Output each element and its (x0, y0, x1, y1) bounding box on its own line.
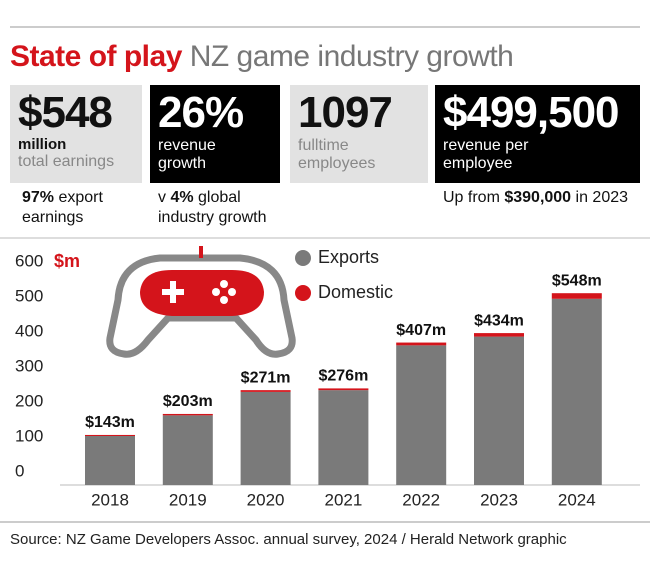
bar-segment (162, 413, 213, 416)
bar-segment (318, 390, 369, 485)
x-tick-label: 2024 (558, 490, 596, 509)
y-tick-label: 500 (15, 286, 43, 305)
bar-segment (240, 391, 291, 485)
bar-segment (240, 390, 291, 392)
bar-segment (396, 345, 447, 485)
x-tick-label: 2021 (324, 490, 362, 509)
stat-value: $548 (18, 88, 113, 137)
stat-panel: $499,500 revenue per employee (435, 85, 640, 183)
bar-segment (85, 436, 135, 485)
stat-panel: 1097 fulltime employees (290, 85, 428, 183)
bar-segment (318, 388, 369, 391)
total-label: $407m (396, 322, 446, 339)
bar-segment (551, 293, 602, 299)
y-tick-label: 400 (15, 321, 43, 340)
legend-label: Domestic (318, 282, 393, 302)
bar-segment (396, 342, 447, 346)
x-tick-label: 2023 (480, 490, 518, 509)
total-label: $271m (241, 369, 291, 386)
stat-value: $499,500 (443, 88, 620, 137)
title: State of play (10, 40, 182, 73)
note-text: global industry growth (158, 189, 267, 226)
stat-desc: fulltime employees (298, 137, 376, 172)
total-label: $548m (552, 272, 602, 289)
y-tick-label: 200 (15, 391, 43, 410)
gamepad-icon (106, 246, 296, 358)
x-tick-label: 2018 (91, 490, 129, 509)
bar-segment (85, 434, 135, 436)
bar-segment (474, 333, 524, 337)
x-tick-label: 2022 (402, 490, 440, 509)
subtitle: NZ game industry growth (189, 40, 514, 73)
total-label: $143m (85, 414, 135, 431)
source: Source: NZ Game Developers Assoc. annual… (10, 531, 567, 548)
bar-segment (474, 336, 524, 485)
stat-desc: revenue per employee (443, 137, 529, 172)
stat-value: 26% (158, 88, 244, 137)
stat-note: v 4% global industry growth (158, 188, 280, 228)
bar-segment (551, 298, 602, 485)
legend-swatch (295, 285, 311, 301)
stat-panel: 26% revenue growth (150, 85, 280, 183)
title-row: State of play NZ game industry growth (10, 40, 514, 74)
x-tick-label: 2020 (247, 490, 285, 509)
stat-note: Up from $390,000 in 2023 (443, 188, 640, 208)
note-text: 4% (170, 189, 194, 206)
y-tick-label: 100 (15, 426, 43, 445)
stat-value: 1097 (298, 88, 393, 137)
note-text: $390,000 (504, 189, 572, 206)
stat-note: 97% export earnings (22, 188, 132, 228)
y-tick-label: 0 (15, 461, 24, 480)
note-text: 97% (22, 189, 55, 206)
total-label: $276m (318, 368, 368, 385)
stat-panel: $548 million total earnings (10, 85, 142, 183)
note-text: in 2023 (571, 189, 629, 206)
stat-desc: total earnings (18, 153, 115, 170)
note-text: Up from (443, 189, 505, 206)
bar-segment (162, 415, 213, 485)
stat-unit: million (18, 136, 67, 153)
legend-label: Exports (318, 247, 379, 267)
y-tick-label: 300 (15, 356, 43, 375)
x-tick-label: 2019 (169, 490, 207, 509)
total-label: $203m (163, 393, 213, 410)
y-tick-label: 600 (15, 251, 43, 270)
stat-desc: revenue growth (158, 137, 216, 172)
total-label: $434m (474, 312, 524, 329)
note-text: v (158, 189, 171, 206)
legend-swatch (295, 250, 311, 266)
y-axis-label: $m (54, 251, 80, 271)
note-text: export earnings (22, 189, 103, 226)
